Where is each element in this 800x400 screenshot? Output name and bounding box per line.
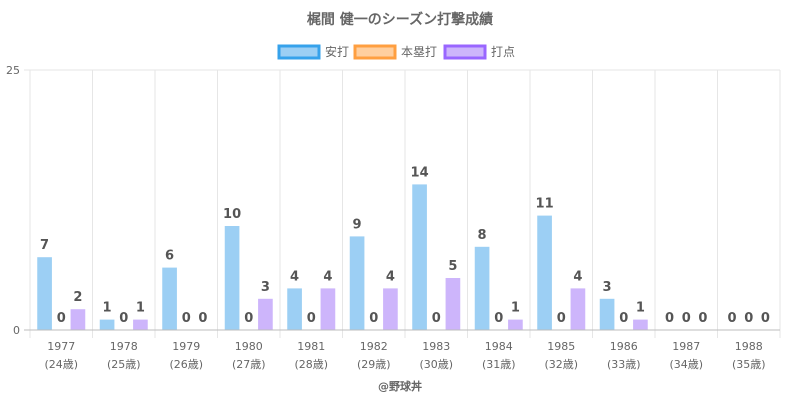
x-tick-label: 1986 (610, 340, 638, 353)
x-tick-age-label: (30歳) (419, 358, 453, 371)
credit-text: @野球丼 (378, 379, 422, 393)
x-tick-age-label: (31歳) (482, 358, 516, 371)
x-tick-age-label: (24歳) (44, 358, 78, 371)
data-label: 0 (682, 311, 691, 326)
x-tick-label: 1982 (360, 340, 388, 353)
data-label: 0 (698, 311, 707, 326)
legend-label: 打点 (491, 45, 515, 59)
legend-swatch (353, 44, 397, 60)
data-label: 3 (603, 280, 612, 295)
data-label: 0 (307, 311, 316, 326)
data-label: 1 (136, 301, 145, 316)
data-label: 0 (494, 311, 503, 326)
data-label: 0 (665, 311, 674, 326)
legend-label: 安打 (325, 44, 349, 59)
bar (445, 278, 461, 330)
chart-title: 梶間 健一のシーズン打撃成績 (307, 11, 493, 28)
data-label: 0 (728, 311, 737, 326)
data-label: 1 (511, 301, 520, 316)
bar (287, 288, 302, 330)
data-label: 1 (636, 301, 645, 316)
bar (133, 319, 148, 330)
data-label: 2 (73, 290, 82, 305)
data-label: 0 (619, 311, 628, 326)
data-label: 0 (744, 311, 753, 326)
x-tick-age-label: (35歳) (732, 358, 766, 371)
x-tick-age-label: (27歳) (232, 358, 266, 371)
data-label: 0 (119, 311, 128, 326)
bar (37, 257, 52, 330)
x-tick-label: 1980 (235, 340, 263, 353)
x-tick-age-label: (26歳) (169, 358, 203, 371)
x-tick-label: 1983 (422, 340, 450, 353)
bar (258, 298, 273, 330)
data-label: 10 (223, 207, 241, 222)
bar (570, 288, 586, 330)
data-label: 8 (478, 228, 487, 243)
legend-swatch (443, 44, 487, 60)
data-label: 0 (57, 311, 66, 326)
data-label: 5 (448, 259, 457, 274)
bar (633, 319, 648, 330)
x-tick-age-label: (34歳) (669, 358, 703, 371)
bar (599, 298, 615, 330)
x-tick-label: 1979 (172, 340, 200, 353)
legend-swatch (277, 44, 321, 60)
x-tick-label: 1981 (297, 340, 325, 353)
x-tick-label: 1987 (672, 340, 700, 353)
data-label: 0 (369, 311, 378, 326)
bar (508, 319, 523, 330)
data-label: 0 (432, 311, 441, 326)
x-tick-label: 1977 (47, 340, 75, 353)
data-label: 0 (182, 311, 191, 326)
x-tick-age-label: (33歳) (607, 358, 641, 371)
data-label: 7 (40, 238, 49, 253)
x-tick-age-label: (32歳) (544, 358, 578, 371)
bar (320, 288, 336, 330)
y-tick-label: 25 (6, 64, 20, 77)
x-tick-age-label: (28歳) (294, 358, 328, 371)
data-label: 0 (761, 311, 770, 326)
bar (383, 288, 398, 330)
data-label: 0 (198, 311, 207, 326)
data-label: 4 (323, 269, 332, 284)
bar (474, 246, 490, 330)
x-tick-age-label: (25歳) (107, 358, 141, 371)
data-label: 4 (290, 269, 299, 284)
x-tick-label: 1984 (485, 340, 513, 353)
bar (412, 184, 427, 330)
data-label: 6 (165, 249, 174, 264)
x-tick-age-label: (29歳) (357, 358, 391, 371)
data-label: 3 (261, 280, 270, 295)
x-tick-label: 1985 (547, 340, 575, 353)
bar (224, 226, 240, 330)
data-label: 4 (573, 269, 582, 284)
data-label: 0 (557, 311, 566, 326)
legend-label: 本塁打 (401, 45, 437, 59)
y-tick-label: 0 (13, 324, 20, 337)
bar (162, 267, 177, 330)
bar (537, 215, 552, 330)
data-label: 11 (536, 197, 554, 212)
data-label: 1 (103, 301, 112, 316)
data-label: 0 (244, 311, 253, 326)
bar (70, 309, 86, 330)
bar (99, 319, 115, 330)
x-tick-label: 1978 (110, 340, 138, 353)
data-label: 14 (411, 165, 429, 180)
data-label: 4 (386, 269, 395, 284)
bar (349, 236, 365, 330)
data-label: 9 (353, 217, 362, 232)
x-tick-label: 1988 (735, 340, 763, 353)
